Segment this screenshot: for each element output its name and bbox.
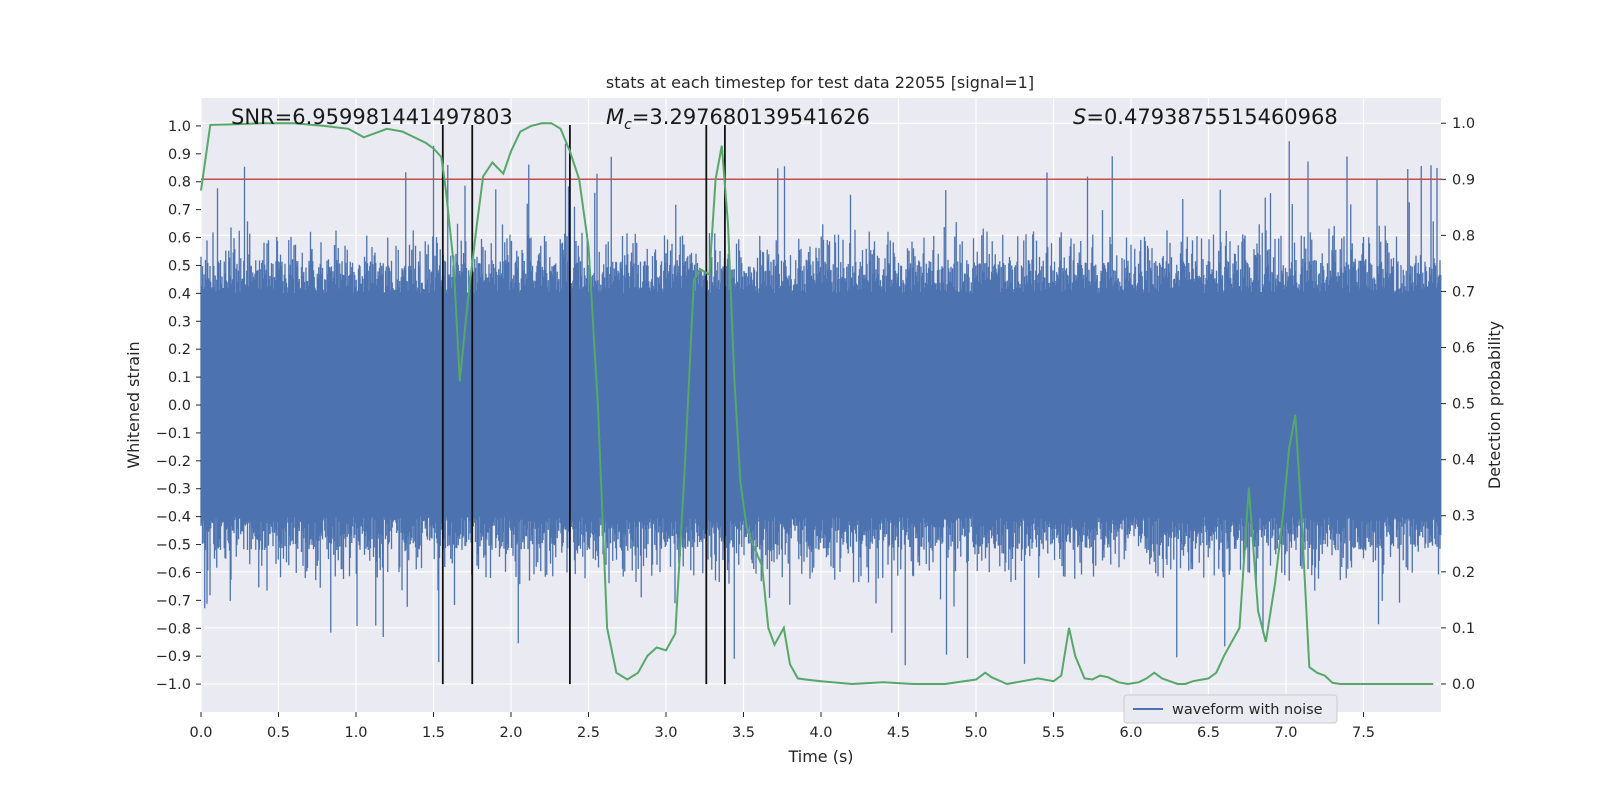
y-right-tick-label: 0.7 (1452, 284, 1475, 300)
y-left-tick-label: 0.2 (168, 342, 191, 358)
y-left-tick-label: −0.4 (156, 510, 191, 526)
chart-title: stats at each timestep for test data 220… (606, 73, 1034, 92)
s-value: =0.4793875515460968 (1086, 105, 1337, 129)
snr-annotation: SNR=6.959981441497803 (231, 105, 513, 129)
y-left-tick-label: −0.5 (156, 538, 191, 554)
legend: waveform with noise (1123, 694, 1338, 724)
y-axis-right-ticks: 1.0 0.9 0.8 0.7 0.6 0.5 0.4 0.3 0.2 0.1 0.0 (1441, 116, 1475, 693)
detection-probability-line (200, 122, 1434, 686)
x-tick-label: 7.5 (1352, 725, 1375, 741)
x-tick-label: 0.0 (189, 725, 212, 741)
y-left-tick-label: 1.0 (168, 119, 191, 135)
x-tick-label: 1.5 (422, 725, 445, 741)
x-tick-label: 2.5 (577, 725, 600, 741)
y-right-tick-label: 0.0 (1452, 677, 1475, 693)
legend-box (1123, 694, 1338, 724)
y-right-tick-label: 0.3 (1452, 509, 1475, 525)
waveform-with-noise-series (200, 141, 1442, 666)
y-left-tick-label: −0.3 (156, 482, 191, 498)
y-left-tick-label: 0.6 (168, 231, 191, 247)
y-left-tick-label: 0.7 (168, 203, 191, 219)
y-right-tick-label: 0.6 (1452, 341, 1475, 357)
y-right-tick-label: 0.9 (1452, 172, 1475, 188)
y-axis-right-label: Detection probability (1485, 321, 1504, 489)
y-right-tick-label: 1.0 (1452, 116, 1475, 132)
y-right-tick-label: 0.2 (1452, 565, 1475, 581)
y-left-tick-label: 0.1 (168, 370, 191, 386)
y-left-tick-label: 0.8 (168, 175, 191, 191)
x-tick-label: 1.0 (344, 725, 367, 741)
x-tick-label: 3.0 (654, 725, 677, 741)
y-left-tick-label: −0.8 (156, 621, 191, 637)
x-tick-label: 7.0 (1274, 725, 1297, 741)
chirp-mass-annotation: Mc=3.297680139541626 (606, 105, 870, 133)
x-axis-ticks: 0.0 0.5 1.0 1.5 2.0 2.5 3.0 3.5 4.0 4.5 5.0 5.5 6.0 6… (189, 712, 1375, 741)
y-right-tick-label: 0.8 (1452, 228, 1475, 244)
y-left-tick-label: −1.0 (156, 677, 191, 693)
x-tick-label: 2.0 (499, 725, 522, 741)
legend-label: waveform with noise (1172, 702, 1323, 718)
y-left-tick-label: 0.9 (168, 147, 191, 163)
x-tick-label: 3.5 (732, 725, 755, 741)
y-left-tick-label: −0.6 (156, 565, 191, 581)
y-right-tick-label: 0.5 (1452, 397, 1475, 413)
mc-symbol: M (606, 105, 624, 129)
mc-value: =3.297680139541626 (632, 105, 870, 129)
x-tick-label: 5.5 (1042, 725, 1065, 741)
x-tick-label: 4.0 (809, 725, 832, 741)
x-axis-label: Time (s) (787, 747, 853, 766)
x-tick-label: 0.5 (267, 725, 290, 741)
y-left-tick-label: 0.0 (168, 398, 191, 414)
y-right-tick-label: 0.4 (1452, 453, 1475, 469)
y-left-tick-label: 0.5 (168, 258, 191, 274)
event-lines (441, 125, 726, 685)
mc-subscript: c (624, 117, 632, 133)
y-left-tick-label: −0.2 (156, 454, 191, 470)
waveform-trace (200, 141, 1442, 666)
y-right-tick-label: 0.1 (1452, 621, 1475, 637)
x-tick-label: 6.0 (1119, 725, 1142, 741)
x-tick-label: 6.5 (1197, 725, 1220, 741)
y-left-tick-label: −0.1 (156, 426, 191, 442)
s-annotation: S=0.4793875515460968 (1073, 105, 1338, 129)
y-left-tick-label: 0.3 (168, 314, 191, 330)
x-tick-label: 4.5 (887, 725, 910, 741)
y-axis-left-ticks: 1.0 0.9 0.8 0.7 0.6 0.5 0.4 0.3 0.2 0.1 0.0 −0.1 −0.… (156, 119, 201, 693)
y-axis-left-label: Whitened strain (124, 341, 143, 468)
y-left-tick-label: −0.7 (156, 593, 191, 609)
s-symbol: S (1073, 105, 1086, 129)
x-tick-label: 5.0 (964, 725, 987, 741)
y-left-tick-label: −0.9 (156, 649, 191, 665)
y-left-tick-label: 0.4 (168, 286, 191, 302)
